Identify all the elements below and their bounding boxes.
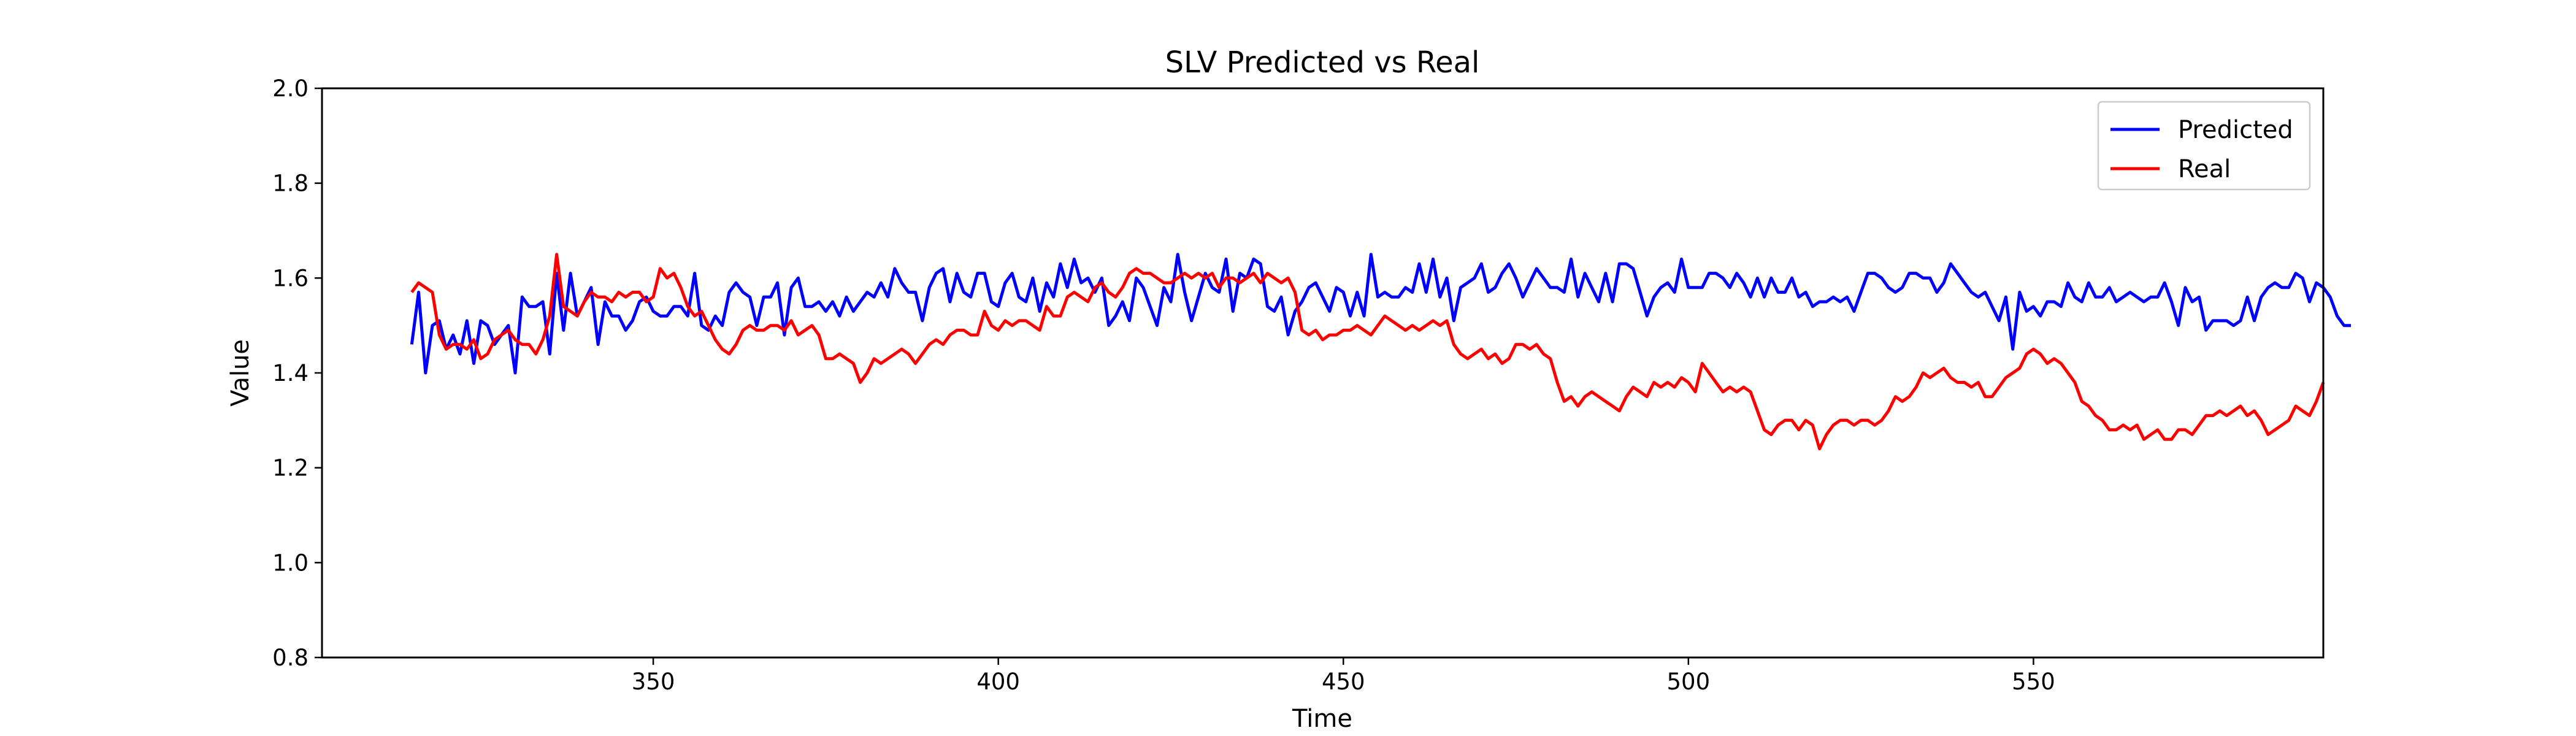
- x-tick-label: 400: [976, 669, 1020, 695]
- x-axis-label: Time: [1292, 705, 1352, 733]
- chart-title: SLV Predicted vs Real: [1165, 45, 1480, 80]
- x-tick-label: 500: [1667, 669, 1711, 695]
- legend-label-predicted: Predicted: [2178, 116, 2293, 144]
- legend-label-real: Real: [2178, 155, 2231, 183]
- legend: Predicted Real: [2097, 101, 2311, 191]
- y-tick-label: 1.0: [272, 550, 309, 576]
- series-layer: [410, 253, 2351, 451]
- series-line-predicted: [410, 253, 2351, 375]
- y-tick-label: 1.8: [272, 171, 309, 197]
- x-tick-label: 350: [632, 669, 675, 695]
- x-axis: 350 400 450 500 550: [632, 657, 2055, 695]
- series-line-real: [410, 253, 2325, 451]
- y-tick-label: 0.8: [272, 645, 309, 671]
- y-axis: 0.8 1.0 1.2 1.4 1.6 1.8 2.0: [272, 75, 322, 671]
- x-tick-label: 450: [1322, 669, 1365, 695]
- y-tick-label: 1.4: [272, 360, 309, 386]
- x-tick-label: 550: [2012, 669, 2055, 695]
- y-tick-label: 1.2: [272, 455, 309, 481]
- y-axis-label: Value: [226, 339, 255, 407]
- y-tick-label: 1.6: [272, 265, 309, 291]
- y-tick-label: 2.0: [272, 75, 309, 102]
